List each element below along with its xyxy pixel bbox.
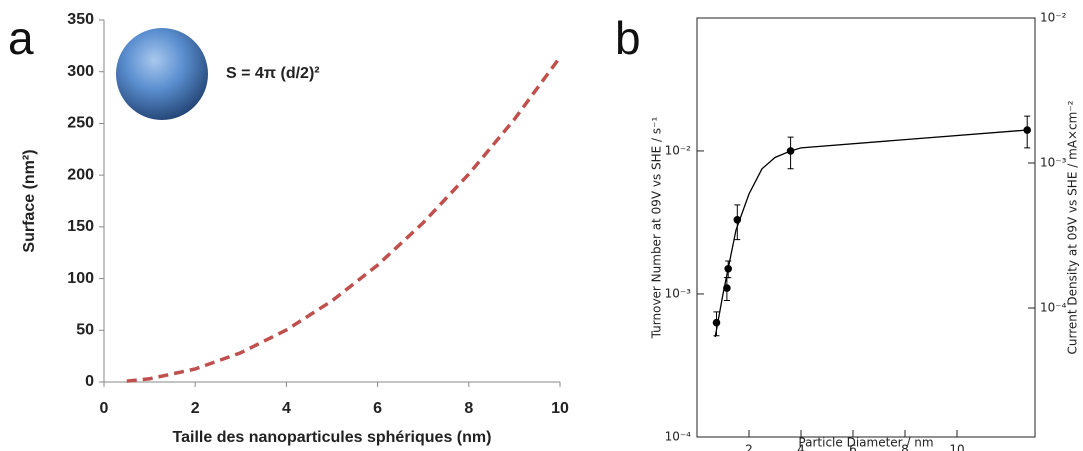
x-tick-label: 4 [797, 443, 805, 451]
y-tick-label: 0 [85, 373, 94, 390]
panel-label: a [8, 12, 34, 64]
data-point [733, 216, 742, 224]
y2-axis-label: Current Density at 09V vs SHE / mA×cm⁻² [1066, 100, 1080, 354]
x-tick-label: 2 [191, 400, 200, 417]
data-point [712, 318, 721, 327]
y-axis-label: Turnover Number at 09V vs SHE / s⁻¹ [650, 116, 664, 339]
x-tick-label: 10 [949, 443, 964, 451]
x-tick-label: 6 [373, 400, 382, 417]
x-axis-label: Particle Diameter / nm [798, 436, 933, 450]
y-tick-label: 200 [67, 166, 94, 183]
panel-label: b [615, 12, 641, 64]
y-tick-label: 300 [67, 63, 94, 80]
y-tick-label: 10⁻³ [665, 286, 692, 300]
y-tick-label: 10⁻² [665, 143, 692, 157]
x-tick-label: 10 [551, 400, 569, 417]
y-tick-label: 50 [76, 322, 94, 339]
x-tick-label: 8 [464, 400, 473, 417]
data-point [723, 284, 731, 292]
y-tick-label: 100 [67, 270, 94, 287]
y2-tick-label: 10⁻⁴ [1040, 301, 1067, 315]
annotation: S = 4π (d/2)² [226, 65, 320, 82]
plot-frame [696, 17, 1036, 438]
x-tick-label: 8 [901, 443, 909, 451]
data-point [1023, 126, 1031, 134]
x-tick-label: 0 [100, 400, 109, 417]
y-tick-label: 250 [67, 115, 94, 132]
x-axis-label: Taille des nanoparticules sphériques (nm… [173, 429, 492, 446]
fit-curve [714, 129, 1028, 338]
y-tick-label: 150 [67, 218, 94, 235]
data-point [786, 147, 795, 155]
x-tick-label: 6 [849, 443, 857, 451]
y2-tick-label: 10⁻³ [1040, 156, 1067, 170]
y2-tick-label: 10⁻² [1040, 11, 1067, 25]
data-point [724, 264, 732, 273]
y-tick-label: 10⁻⁴ [665, 430, 692, 444]
data-line [126, 56, 562, 383]
y-axis-label: Surface (nm²) [21, 149, 38, 252]
sphere-icon [116, 28, 208, 120]
y-tick-label: 350 [67, 11, 94, 28]
x-tick-label: 4 [282, 400, 291, 417]
x-tick-label: 2 [745, 443, 753, 451]
